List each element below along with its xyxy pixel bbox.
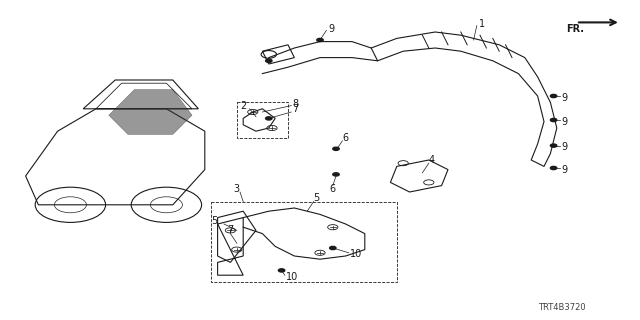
Text: 6: 6 [342, 132, 349, 143]
Text: FR.: FR. [566, 24, 584, 34]
Circle shape [333, 147, 339, 150]
Circle shape [550, 118, 557, 122]
Text: 9: 9 [561, 164, 568, 175]
Circle shape [550, 94, 557, 98]
Text: 3: 3 [234, 184, 240, 194]
Text: 9: 9 [328, 24, 335, 34]
Circle shape [550, 144, 557, 147]
Text: 5: 5 [314, 193, 320, 204]
Text: 5: 5 [211, 216, 218, 226]
Text: 2: 2 [240, 100, 246, 111]
Text: 4: 4 [429, 155, 435, 165]
Circle shape [317, 38, 323, 42]
Circle shape [266, 117, 272, 120]
Circle shape [330, 246, 336, 250]
Circle shape [333, 173, 339, 176]
Circle shape [266, 59, 272, 62]
Text: 8: 8 [292, 99, 299, 109]
Text: 7: 7 [292, 104, 299, 114]
Circle shape [278, 269, 285, 272]
Text: 6: 6 [330, 184, 336, 194]
Polygon shape [109, 90, 192, 134]
Text: 10: 10 [350, 249, 362, 260]
Text: 9: 9 [561, 116, 568, 127]
Text: 10: 10 [286, 272, 298, 282]
Circle shape [550, 166, 557, 170]
Text: 9: 9 [561, 142, 568, 152]
Text: 7: 7 [227, 225, 234, 236]
Text: 1: 1 [479, 19, 485, 29]
Text: 9: 9 [561, 92, 568, 103]
Text: TRT4B3720: TRT4B3720 [538, 303, 585, 312]
